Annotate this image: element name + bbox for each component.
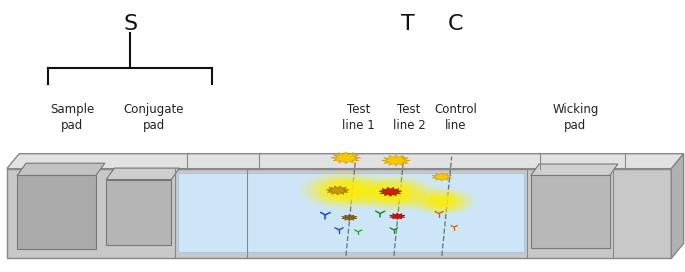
Circle shape [413, 190, 471, 213]
Polygon shape [342, 214, 357, 221]
Text: S: S [123, 14, 137, 34]
Circle shape [356, 178, 432, 208]
Circle shape [349, 175, 438, 211]
Bar [17, 175, 96, 249]
Polygon shape [331, 152, 361, 164]
Circle shape [427, 195, 457, 207]
Text: Conjugate
pad: Conjugate pad [124, 103, 184, 132]
Circle shape [325, 182, 366, 199]
Text: Control
line: Control line [434, 103, 477, 132]
Circle shape [408, 188, 475, 215]
Bar [178, 173, 524, 252]
Bar [178, 173, 524, 252]
Circle shape [432, 197, 452, 205]
Bar [531, 175, 610, 248]
Text: Test
line 1: Test line 1 [342, 103, 375, 132]
Polygon shape [379, 187, 402, 196]
Circle shape [312, 177, 379, 204]
Polygon shape [106, 168, 179, 180]
Text: T: T [401, 14, 414, 34]
Circle shape [374, 185, 414, 201]
Circle shape [362, 180, 426, 206]
Polygon shape [390, 213, 405, 220]
Circle shape [380, 188, 408, 199]
Polygon shape [531, 164, 618, 175]
Polygon shape [17, 163, 105, 175]
Bar [106, 180, 171, 245]
Circle shape [368, 183, 420, 203]
Polygon shape [326, 186, 349, 195]
Polygon shape [432, 173, 451, 181]
Text: Test
line 2: Test line 2 [393, 103, 425, 132]
Circle shape [300, 172, 392, 209]
Circle shape [319, 180, 373, 201]
Polygon shape [671, 154, 684, 258]
Text: Sample
pad: Sample pad [50, 103, 94, 132]
Polygon shape [7, 154, 684, 169]
Circle shape [332, 185, 360, 196]
Text: Wicking
pad: Wicking pad [552, 103, 599, 132]
Circle shape [306, 175, 386, 206]
Bar [7, 169, 671, 258]
Text: C: C [448, 14, 463, 34]
Polygon shape [382, 155, 410, 166]
Circle shape [422, 193, 462, 209]
Circle shape [418, 192, 466, 211]
